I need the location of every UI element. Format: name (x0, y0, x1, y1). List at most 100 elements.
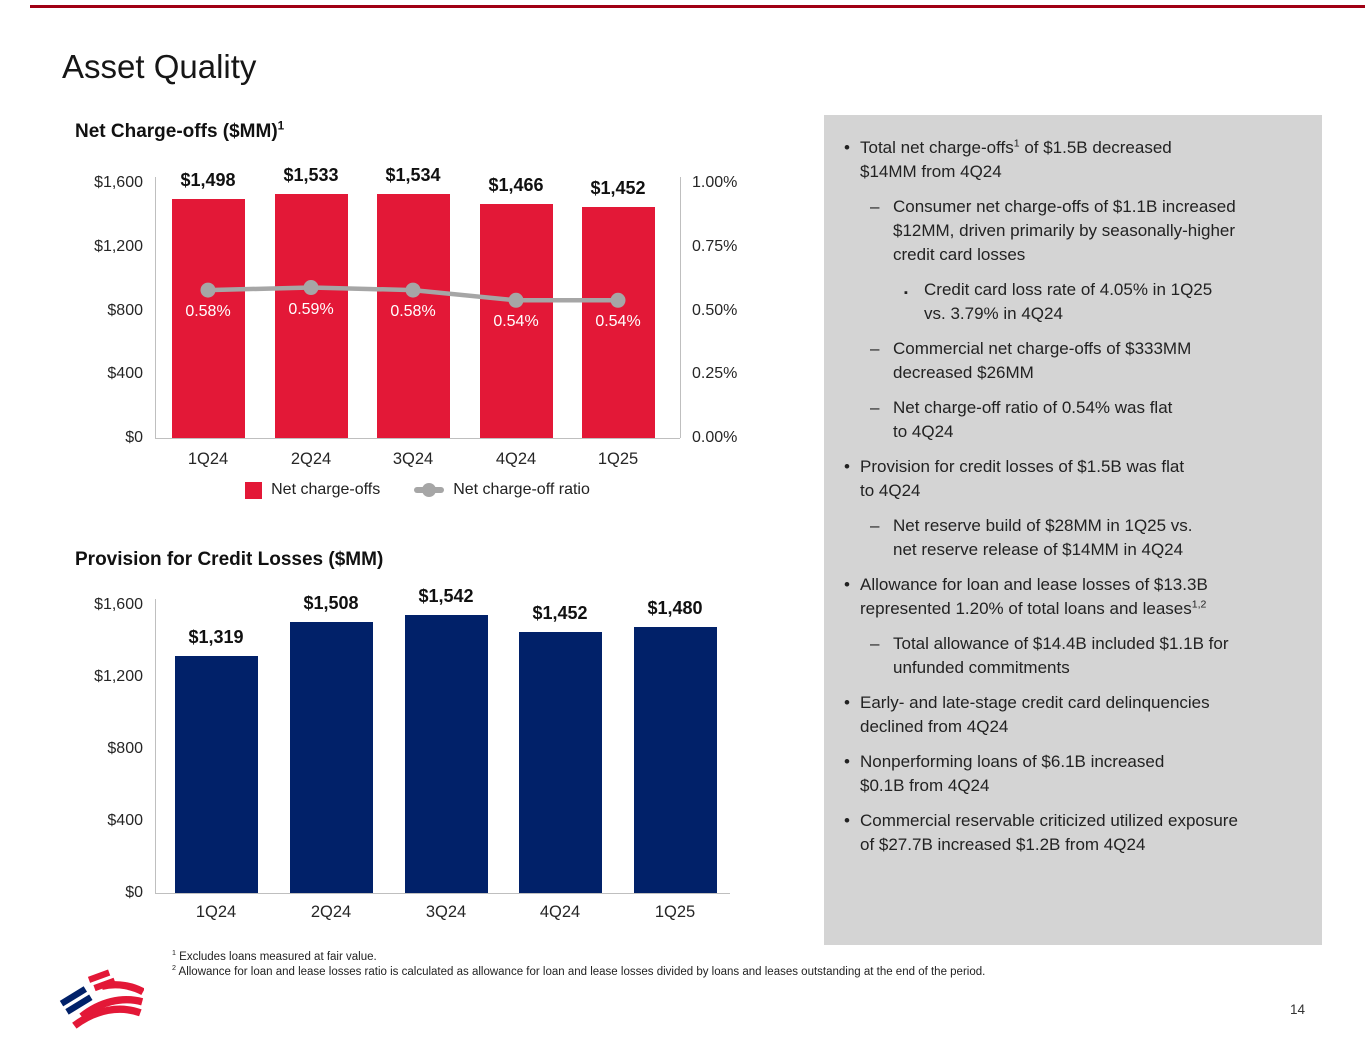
secondary-y-axis-tick: 0.75% (692, 237, 738, 255)
bar-value-label: $1,534 (385, 164, 441, 185)
y-axis-tick: $0 (125, 429, 143, 446)
bullet-text: Net charge-off ratio of 0.54% was flat t… (893, 398, 1173, 441)
bullet-marker: • (844, 457, 850, 476)
y-axis-tick: $400 (107, 812, 143, 829)
ratio-value-label: 0.54% (493, 313, 539, 331)
bullet-level-1: • Commercial reservable criticized utiliz… (824, 809, 1310, 857)
bar-value-label: $1,452 (532, 602, 588, 623)
chart1-title: Net Charge-offs ($MM)1 (75, 119, 285, 143)
bullet-text: Net reserve build of $28MM in 1Q25 vs. n… (893, 516, 1193, 559)
x-axis-label: 4Q24 (495, 450, 537, 468)
bar-value-label: $1,542 (418, 586, 474, 607)
bullet-level-1: • Provision for credit losses of $1.5B wa… (824, 455, 1310, 503)
y-axis-tick: $1,600 (94, 596, 143, 613)
footnote-superscript: 2 (172, 964, 176, 973)
y-axis-tick: $1,200 (94, 668, 143, 685)
chart2-title: Provision for Credit Losses ($MM) (75, 549, 383, 571)
chart2-title-text: Provision for Credit Losses ($MM) (75, 549, 384, 570)
secondary-y-axis-tick: 0.25% (692, 365, 738, 383)
bullet-marker: • (844, 752, 850, 771)
bar-1Q25 (633, 626, 717, 893)
bar-value-label: $1,452 (590, 177, 646, 198)
ratio-value-label: 0.59% (288, 300, 334, 318)
top-rule (30, 5, 1365, 8)
bar-value-label: $1,480 (647, 597, 703, 618)
page-title: Asset Quality (62, 48, 257, 85)
ratio-line-series (200, 280, 626, 308)
y-axis-line (155, 177, 156, 438)
y-axis-tick: $1,200 (94, 237, 143, 255)
bullet-text: Consumer net charge-offs of $1.1B increa… (893, 197, 1236, 264)
superscript: 1,2 (1191, 598, 1207, 611)
bullet-marker: – (870, 197, 880, 216)
bullet-marker: • (844, 693, 850, 712)
bar-3Q24 (376, 193, 450, 438)
bullet-level-1: • Total net charge-offs1 of $1.5B decreas… (824, 136, 1310, 184)
secondary-y-axis-tick: 1.00% (692, 174, 738, 191)
bar-1Q24 (174, 655, 258, 893)
bullet-text: Nonperforming loans of $6.1B increased $… (860, 752, 1165, 795)
secondary-y-axis-tick: 0.00% (692, 429, 738, 446)
line-point (405, 282, 421, 298)
bullet-level-2: – Consumer net charge-offs of $1.1B incre… (824, 195, 1310, 267)
legend-item: Net charge-offs (245, 481, 380, 499)
footnote: 2 Allowance for loan and lease losses ra… (172, 964, 986, 978)
bullet-marker: – (870, 398, 880, 417)
commentary-panel: • Total net charge-offs1 of $1.5B decreas… (824, 115, 1322, 945)
bullet-text: Commercial reservable criticized utilize… (860, 811, 1238, 854)
x-axis-label: 1Q24 (195, 903, 237, 921)
bullet-marker: • (844, 575, 850, 594)
footnote: 1 Excludes loans measured at fair value. (172, 949, 377, 963)
bullet-level-2: – Commercial net charge-offs of $333MM de… (824, 337, 1310, 385)
bullet-level-2: – Net reserve build of $28MM in 1Q25 vs. … (824, 514, 1310, 562)
footnote-superscript: 1 (172, 949, 176, 958)
bar-value-label: $1,498 (180, 170, 236, 191)
bullet-marker: – (870, 516, 880, 535)
legend-bar-swatch (245, 481, 263, 499)
bullet-marker: • (844, 138, 850, 157)
bar-3Q24 (404, 615, 488, 893)
legend-label: Net charge-off ratio (453, 481, 590, 498)
ratio-value-label: 0.54% (595, 313, 641, 331)
x-axis-label: 2Q24 (310, 903, 352, 921)
bullet-level-1: • Allowance for loan and lease losses of … (824, 573, 1310, 621)
x-axis-label: 2Q24 (290, 450, 332, 468)
bank-of-america-logo (59, 969, 144, 1029)
bar-value-label: $1,508 (303, 592, 359, 613)
y-axis-tick: $800 (107, 740, 143, 757)
line-point (303, 280, 319, 296)
x-axis-label: 3Q24 (425, 903, 467, 921)
footnotes: 1 Excludes loans measured at fair value.… (172, 950, 1292, 980)
bar-4Q24 (479, 204, 553, 438)
superscript: 1 (1013, 137, 1020, 150)
chart-legend: Net charge-offs Net charge-off ratio (155, 481, 680, 499)
page-number: 14 (1290, 1002, 1306, 1017)
line-point (610, 292, 626, 308)
bullet-level-1: • Early- and late-stage credit card delin… (824, 691, 1310, 739)
legend-line-swatch (414, 483, 445, 497)
y-axis-tick: $400 (107, 365, 143, 383)
chart1-title-superscript: 1 (277, 119, 285, 133)
bar-value-label: $1,533 (283, 164, 339, 185)
legend-label: Net charge-offs (271, 481, 381, 498)
bullet-text: Provision for credit losses of $1.5B was… (860, 457, 1185, 500)
y-axis-tick: $0 (125, 884, 143, 901)
legend-item: Net charge-off ratio (414, 481, 590, 499)
bar-1Q24 (171, 199, 245, 438)
bullet-level-2: – Total allowance of $14.4B included $1.1… (824, 632, 1310, 680)
x-axis-label: 1Q25 (654, 903, 696, 921)
x-axis-label: 1Q24 (187, 450, 229, 468)
bullet-level-1: • Nonperforming loans of $6.1B increased … (824, 750, 1310, 798)
bullet-text: Early- and late-stage credit card delinq… (860, 693, 1210, 736)
bar-2Q24 (289, 621, 373, 893)
x-axis-line (155, 438, 680, 439)
bullet-level-2: – Net charge-off ratio of 0.54% was flat … (824, 396, 1310, 444)
y-axis-tick: $1,600 (94, 174, 143, 191)
chart1-title-text: Net Charge-offs ($MM) (75, 121, 278, 142)
x-axis-line (155, 893, 730, 894)
x-axis-label: 3Q24 (392, 450, 434, 468)
line-point (508, 292, 524, 308)
bullet-marker: – (870, 634, 880, 653)
bullet-text: Total allowance of $14.4B included $1.1B… (893, 634, 1229, 677)
